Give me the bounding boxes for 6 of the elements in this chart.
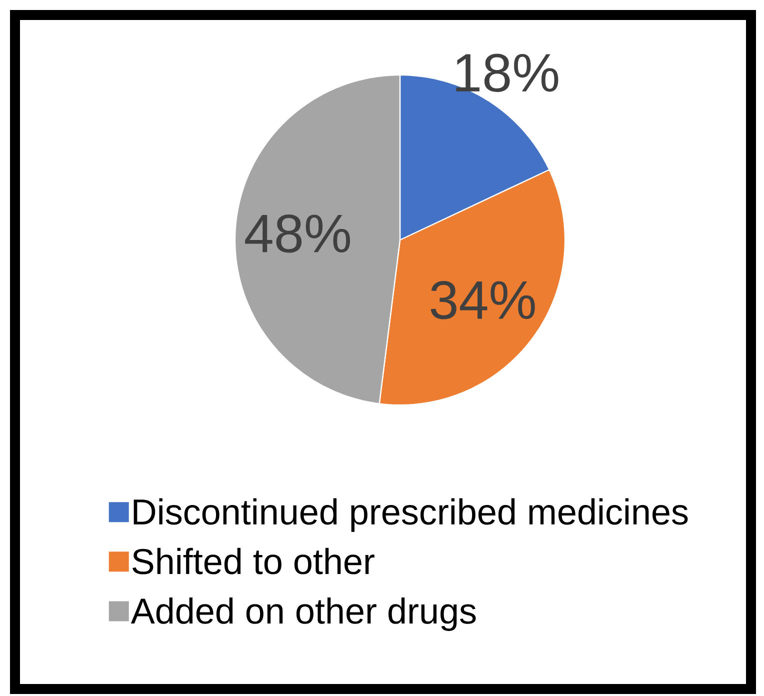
data-label: 48% <box>245 214 350 253</box>
data-label: 18% <box>456 54 558 92</box>
legend-label: Discontinued prescribed medicines <box>134 498 688 532</box>
legend-label: Shifted to other <box>132 548 374 574</box>
data-label: 34% <box>430 281 535 320</box>
legend-label: Added on other drugs <box>130 597 476 632</box>
